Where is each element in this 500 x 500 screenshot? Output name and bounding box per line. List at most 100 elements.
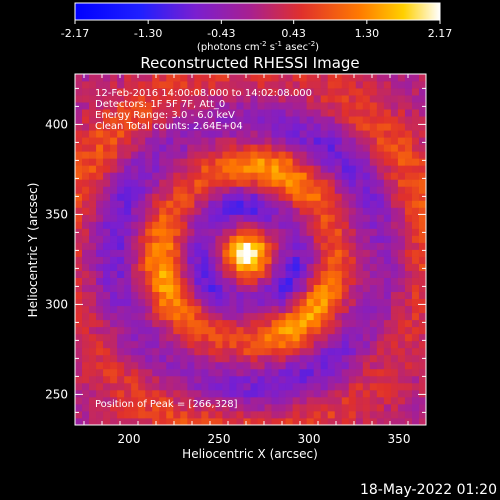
heatmap-cell [411,109,420,117]
heatmap-cell [124,235,132,243]
heatmap-cell [243,165,251,173]
heatmap-cell [411,256,420,264]
heatmap-cell [215,158,223,166]
heatmap-cell [82,207,90,215]
heatmap-cell [257,298,265,307]
heatmap-cell [383,417,392,425]
heatmap-cell [201,158,209,166]
heatmap-cell [313,333,322,342]
heatmap-cell [152,130,160,138]
heatmap-cell [145,375,153,384]
heatmap-cell [404,144,413,152]
heatmap-cell [96,340,104,349]
heatmap-cell [299,221,308,229]
heatmap-cell [306,242,315,250]
heatmap-cell [96,256,104,264]
heatmap-cell [124,256,132,264]
heatmap-cell [194,221,202,229]
heatmap-cell [173,158,181,166]
heatmap-cell [145,403,153,412]
heatmap-cell [208,179,216,187]
heatmap-cell [236,249,244,257]
heatmap-cell [166,312,174,321]
heatmap-cell [264,235,272,243]
heatmap-cell [404,256,413,264]
heatmap-cell [271,214,279,222]
heatmap-cell [348,200,357,208]
heatmap-cell [229,277,237,285]
heatmap-cell [117,88,125,96]
heatmap-cell [397,347,406,356]
heatmap-cell [194,242,202,250]
heatmap-cell [124,221,132,229]
heatmap-cell [278,242,286,250]
heatmap-cell [103,354,111,363]
heatmap-cell [131,193,139,201]
heatmap-cell [187,235,195,243]
heatmap-cell [257,382,265,391]
heatmap-cell [152,361,160,370]
heatmap-cell [194,396,202,405]
heatmap-cell [131,172,139,180]
heatmap-cell [404,109,413,117]
colorbar-tick-label: -0.43 [207,27,235,40]
heatmap-cell [341,347,350,356]
heatmap-cell [173,207,181,215]
heatmap-cell [131,74,139,82]
heatmap-cell [306,403,315,412]
heatmap-cell [173,165,181,173]
heatmap-cell [313,95,322,103]
heatmap-cell [103,312,111,321]
heatmap-cell [82,130,90,138]
heatmap-cell [292,256,301,264]
heatmap-cell [383,312,392,321]
heatmap-cell [426,221,433,228]
heatmap-cell [96,158,104,166]
heatmap-cell [89,116,97,124]
heatmap-cell [292,74,301,82]
heatmap-cell [201,375,209,384]
heatmap-cell [404,207,413,215]
heatmap-cell [187,95,195,103]
heatmap-cell [257,74,265,82]
heatmap-cell [390,158,399,166]
heatmap-cell [131,263,139,271]
heatmap-cell [243,347,251,356]
heatmap-cell [362,130,371,138]
heatmap-cell [117,347,125,356]
heatmap-cell [103,326,111,335]
heatmap-cell [320,228,329,236]
heatmap-cell [103,109,111,117]
heatmap-cell [278,102,286,110]
heatmap-cell [369,389,378,398]
heatmap-cell [131,81,139,89]
heatmap-cell [250,249,258,257]
heatmap-cell [201,298,209,307]
heatmap-cell [306,382,315,391]
heatmap-cell [362,396,371,405]
heatmap-cell [173,200,181,208]
heatmap-cell [229,109,237,117]
heatmap-cell [257,326,265,335]
heatmap-cell [215,284,223,293]
heatmap-cell [229,193,237,201]
heatmap-cell [152,410,160,419]
heatmap-cell [306,354,315,363]
heatmap-cell [264,361,272,370]
heatmap-cell [124,102,132,110]
heatmap-cell [278,319,286,328]
heatmap-cell [334,249,343,257]
heatmap-cell [334,172,343,180]
heatmap-cell [152,263,160,271]
heatmap-cell [418,116,426,124]
heatmap-cell [376,396,385,405]
heatmap-cell [334,361,343,370]
heatmap-cell [75,165,83,173]
heatmap-cell [117,242,125,250]
heatmap-cell [89,263,97,271]
heatmap-cell [390,410,399,419]
heatmap-cell [369,284,378,293]
heatmap-cell [348,172,357,180]
heatmap-cell [173,179,181,187]
heatmap-cell [124,130,132,138]
